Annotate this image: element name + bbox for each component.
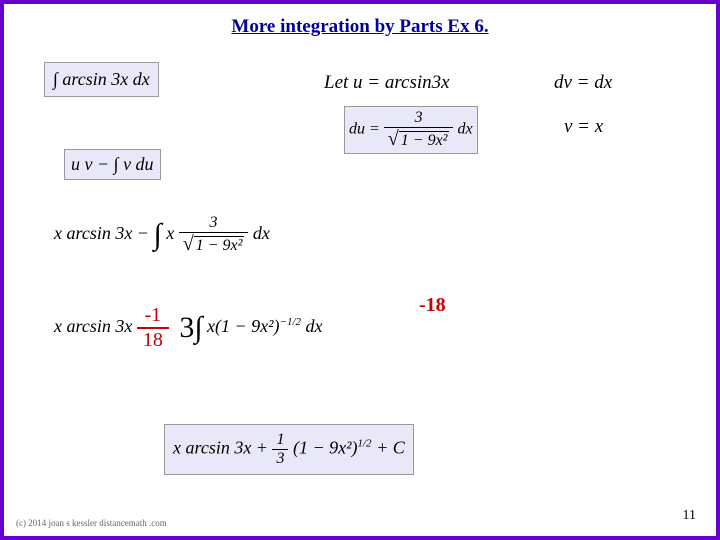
du-num: 3 (384, 109, 454, 128)
line4-dx: dx (306, 316, 323, 336)
du-fraction: 3 √1 − 9x² (384, 109, 454, 151)
let-u-text: Let u = arcsin3x (324, 72, 450, 94)
red-fraction: -1 18 (137, 304, 169, 352)
page-number: 11 (683, 508, 696, 524)
red-den: 18 (137, 329, 169, 352)
final-left: x arcsin 3x + (173, 438, 272, 458)
du-den: √1 − 9x² (384, 128, 454, 151)
final-num: 1 (272, 431, 288, 450)
red-num: -1 (137, 304, 169, 329)
line3-den: √1 − 9x² (179, 233, 249, 256)
final-c: + C (376, 438, 405, 458)
substitution-line: x arcsin 3x -1 18 3∫ x(1 − 9x²)−1/2 dx (54, 304, 323, 352)
du-expression: du = 3 √1 − 9x² dx (344, 106, 478, 154)
line3-num: 3 (179, 214, 249, 233)
final-den: 3 (272, 450, 288, 468)
dv-text: dv = dx (554, 72, 612, 94)
final-answer: x arcsin 3x + 1 3 (1 − 9x²)1/2 + C (164, 424, 414, 475)
du-dx: dx (457, 121, 472, 138)
line3-fraction: 3 √1 − 9x² (179, 214, 249, 256)
line3-dx: dx (253, 223, 270, 243)
parts-text: u v − ∫ v du (71, 154, 154, 174)
expansion-line: x arcsin 3x − ∫ x 3 √1 − 9x² dx (54, 214, 270, 256)
integral-expr: ∫ arcsin 3x dx (53, 69, 150, 89)
final-frac: 1 3 (272, 431, 288, 468)
slide-title: More integration by Parts Ex 6. (4, 16, 716, 38)
parts-formula: u v − ∫ v du (64, 149, 161, 180)
final-paren: (1 − 9x²) (293, 438, 358, 458)
exp-half: −1/2 (280, 316, 301, 328)
annotation-minus18: -18 (419, 294, 446, 317)
final-exp: 1/2 (358, 438, 372, 450)
copyright-text: (c) 2014 joan s kessler distancemath .co… (16, 518, 167, 528)
integral-sign-2: ∫ (153, 218, 161, 251)
v-text: v = x (564, 116, 603, 138)
line4-left: x arcsin 3x (54, 316, 137, 336)
integral-sign-3: 3∫ (179, 311, 202, 344)
line3-left: x arcsin 3x − (54, 223, 153, 243)
equation-1: ∫ arcsin 3x dx (44, 62, 159, 97)
du-label: du = (349, 121, 380, 138)
